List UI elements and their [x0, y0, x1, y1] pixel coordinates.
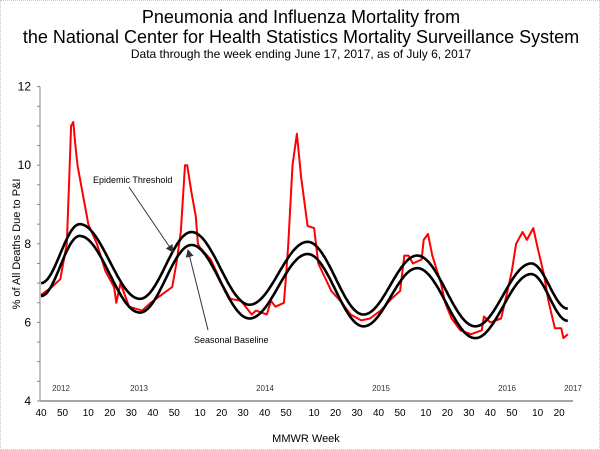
x-tick-label: 30: [351, 408, 363, 419]
x-tick-label: 40: [259, 408, 271, 419]
year-label: 2016: [498, 384, 516, 393]
chart-title: Pneumonia and Influenza Mortality from: [141, 7, 461, 27]
x-tick-label: 10: [83, 408, 95, 419]
chart-subtitle: Data through the week ending June 17, 20…: [130, 47, 472, 61]
annotation-seasonal-baseline: Seasonal Baseline: [194, 335, 269, 345]
year-label: 2017: [564, 384, 582, 393]
x-tick-label: 50: [169, 408, 181, 419]
x-tick-label: 10: [532, 408, 544, 419]
arrow-seasonal-baseline: [185, 249, 209, 331]
arrow-epidemic-threshold: [128, 186, 174, 253]
x-tick-label: 20: [330, 408, 342, 419]
x-tick-label: 40: [373, 408, 385, 419]
year-label: 2015: [372, 384, 390, 393]
y-tick-label: 8: [24, 237, 31, 251]
y-axis-label: % of All Deaths Due to P&I: [11, 179, 23, 310]
x-tick-label: 50: [57, 408, 69, 419]
x-tick-label: 10: [308, 408, 320, 419]
x-tick-label: 20: [104, 408, 116, 419]
series-line-pi: [40, 121, 569, 340]
x-tick-label: 40: [147, 408, 159, 419]
x-tick-label: 20: [442, 408, 454, 419]
x-axis-label: MMWR Week: [272, 433, 340, 445]
x-tick-label: 20: [216, 408, 228, 419]
x-tick-label: 50: [506, 408, 518, 419]
y-tick-label: 10: [18, 158, 32, 172]
series-line-threshold: [40, 222, 569, 328]
y-tick-label: 4: [24, 394, 31, 408]
y-tick-label: 12: [18, 80, 32, 94]
annotation-epidemic-threshold: Epidemic Threshold: [93, 175, 172, 185]
y-tick-label: 6: [24, 315, 31, 329]
x-tick-label: 30: [126, 408, 138, 419]
x-tick-label: 30: [463, 408, 475, 419]
year-label: 2012: [52, 384, 70, 393]
series-line-baseline: [40, 234, 569, 340]
chart-title-line2: the National Center for Health Statistic…: [22, 27, 580, 47]
x-tick-label: 50: [394, 408, 406, 419]
x-tick-label: 10: [420, 408, 432, 419]
x-tick-label: 30: [238, 408, 250, 419]
year-label: 2014: [256, 384, 274, 393]
x-tick-label: 40: [35, 408, 47, 419]
year-label: 2013: [130, 384, 148, 393]
x-tick-label: 50: [281, 408, 293, 419]
x-tick-label: 20: [554, 408, 566, 419]
x-tick-label: 40: [485, 408, 497, 419]
x-tick-label: 10: [195, 408, 207, 419]
